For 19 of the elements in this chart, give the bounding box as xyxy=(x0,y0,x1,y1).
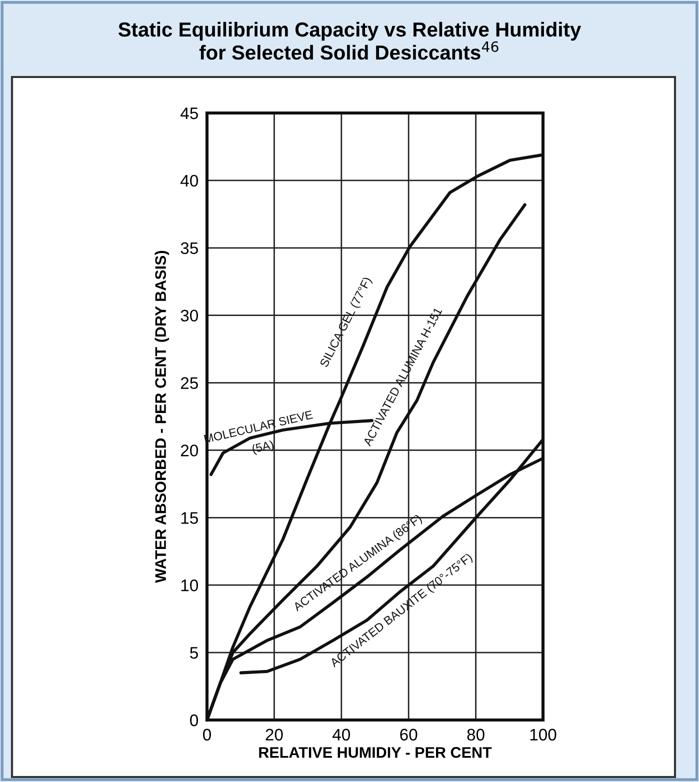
y-tick-label: 20 xyxy=(180,444,198,456)
y-axis-title: WATER ABSORBED - PER CENT (DRY BASIS) xyxy=(154,250,170,583)
y-tick-label: 35 xyxy=(180,242,198,254)
x-tick-label: 60 xyxy=(400,728,418,741)
y-tick-label: 0 xyxy=(190,714,198,726)
x-axis-title: RELATIVE HUMIDIY - PER CENT xyxy=(259,747,492,758)
y-tick-label: 25 xyxy=(180,377,198,389)
y-tick-label: 30 xyxy=(180,310,198,322)
x-tick-label: 80 xyxy=(467,728,484,741)
y-tick-label: 5 xyxy=(190,647,198,659)
y-tick-label: 15 xyxy=(181,512,198,524)
x-tick-label: 0 xyxy=(203,728,211,741)
x-tick-label: 20 xyxy=(266,728,283,741)
y-tick-label: 40 xyxy=(180,174,198,187)
y-tick-label: 10 xyxy=(181,580,198,592)
y-tick-label: 45 xyxy=(180,108,198,120)
chart-title: Static Equilibrium Capacity vs Relative Humidity for Selected Solid Desiccants$^{46}$ xyxy=(118,22,582,60)
x-tick-label: 40 xyxy=(332,728,350,741)
x-tick-label: 100 xyxy=(530,728,556,741)
